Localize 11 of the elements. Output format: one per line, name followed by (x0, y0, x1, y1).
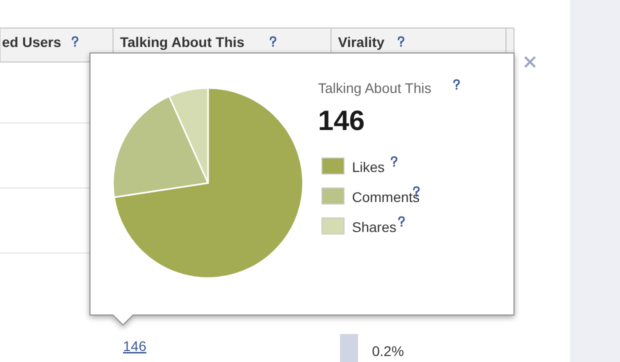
text: 0.2% (372, 343, 404, 359)
text: Talking About This (120, 34, 245, 50)
legend-label: Shares (352, 219, 396, 235)
legend-label: Comments (352, 189, 420, 205)
text: Virality (338, 34, 385, 50)
text: 146 (318, 105, 365, 136)
text: ed Users (2, 34, 62, 50)
pie-slice (113, 87, 304, 279)
text: 146 (123, 338, 147, 354)
legend-label: Likes (352, 159, 385, 175)
chart-title: Talking About This (318, 80, 432, 96)
